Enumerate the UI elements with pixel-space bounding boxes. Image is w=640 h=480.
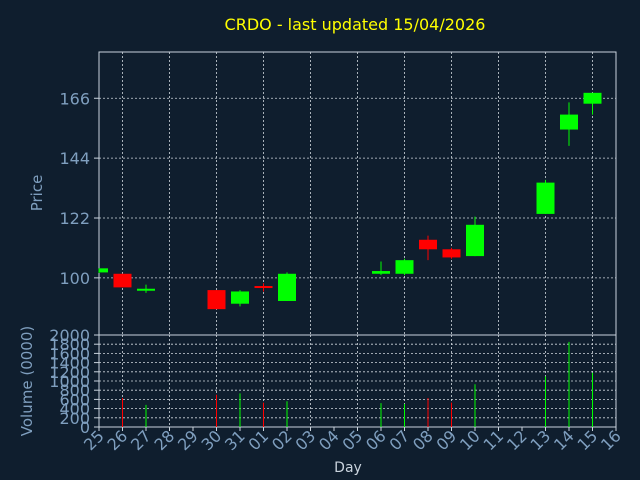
candle-body — [207, 290, 226, 310]
price-y-tick-label: 122 — [59, 209, 90, 228]
x-axis: 2526272829303101020304050607080910111213… — [80, 426, 625, 454]
price-axis-label: Price — [28, 175, 46, 212]
candle-body — [231, 291, 249, 304]
candle-body — [442, 249, 461, 258]
volume-y-tick-label: 200 — [59, 409, 90, 428]
candle-body — [254, 286, 273, 289]
volume-y-tick-label: 400 — [59, 400, 90, 419]
volume-y-tick-label: 1400 — [49, 354, 90, 373]
price-candles — [98, 92, 602, 310]
volume-y-tick-label: 1200 — [49, 363, 90, 382]
volume-axis-label: Volume (0000) — [18, 326, 36, 436]
price-y-tick-label: 166 — [59, 89, 90, 108]
volume-y-tick-label: 1800 — [49, 335, 90, 354]
candle-body — [583, 92, 602, 104]
candle-body — [372, 271, 390, 274]
candle-body — [395, 260, 414, 274]
volume-y-tick-label: 1000 — [49, 372, 90, 391]
price-y-tick-label: 144 — [59, 149, 90, 168]
candle-body — [536, 182, 555, 214]
volume-y-tick-label: 600 — [59, 390, 90, 409]
volume-y-tick-label: 1600 — [49, 344, 90, 363]
volume-y-tick-label: 0 — [80, 418, 90, 437]
candle-body — [560, 114, 578, 130]
candle-body — [419, 239, 437, 250]
volume-y-tick-label: 2000 — [49, 326, 90, 345]
candle-body — [278, 273, 296, 301]
chart-title: CRDO - last updated 15/04/2026 — [225, 15, 486, 34]
volume-bars — [122, 341, 593, 427]
price-y-axis: 100 122 144 166 — [59, 89, 99, 288]
candle-body — [466, 224, 484, 257]
x-axis-label: Day — [334, 460, 362, 476]
candle-body — [113, 273, 132, 288]
volume-y-tick-label: 800 — [59, 381, 90, 400]
price-y-tick-label: 100 — [59, 269, 90, 288]
candle-body — [99, 268, 108, 273]
candle-body — [137, 288, 155, 291]
